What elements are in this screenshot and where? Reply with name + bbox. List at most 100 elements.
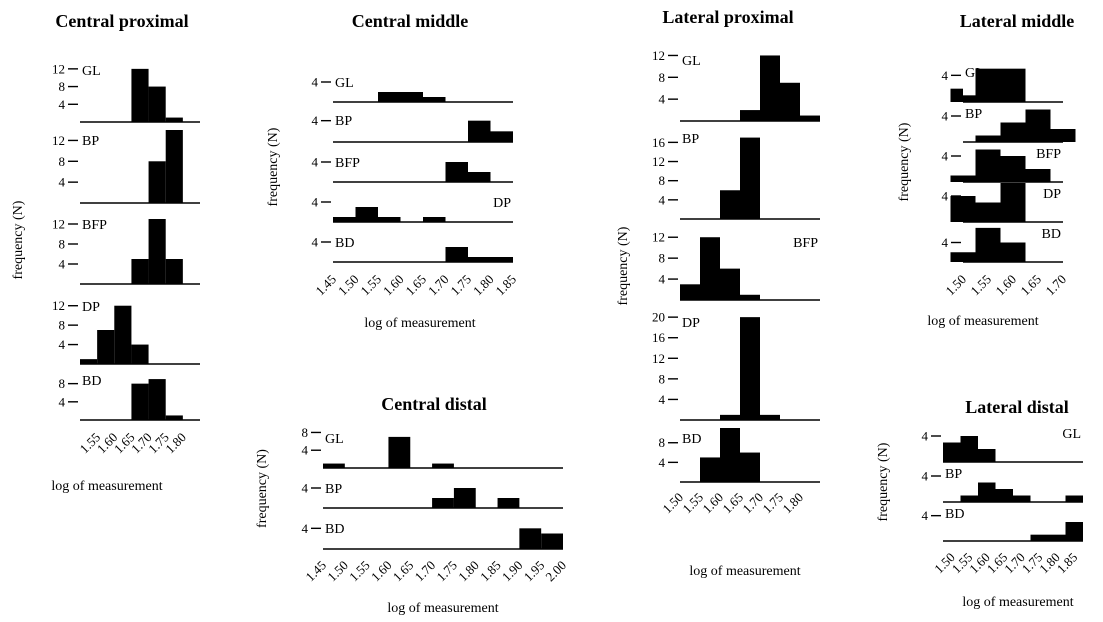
histogram-bar	[1000, 156, 1026, 182]
y-tick-label: 4	[59, 257, 66, 272]
histogram-bar	[1048, 534, 1066, 541]
histogram-bar	[378, 217, 401, 222]
x-tick-label: 1.80	[470, 272, 497, 299]
series-label: DP	[493, 196, 511, 211]
series-label: GL	[325, 432, 344, 447]
histogram-bar	[760, 55, 780, 121]
x-axis-label: log of measurement	[387, 601, 498, 616]
series-label: BD	[82, 374, 101, 389]
histogram-bar	[453, 488, 476, 508]
y-tick-label: 8	[59, 376, 66, 391]
histogram-bar	[445, 247, 468, 262]
histogram-bar	[960, 495, 978, 502]
histogram-bar	[432, 498, 454, 508]
y-axis-label: frequency (N)	[616, 226, 631, 305]
x-tick-label: 1.55	[967, 272, 994, 299]
chart-title: Lateral proximal	[662, 7, 793, 27]
series-label: BD	[335, 236, 354, 251]
histogram-bar	[700, 237, 720, 300]
x-tick-label: 1.75	[433, 558, 460, 585]
histogram-bar	[1025, 169, 1051, 182]
x-tick-label: 1.70	[412, 558, 439, 585]
histogram-bar	[975, 227, 1001, 263]
histogram-bar	[680, 284, 700, 300]
y-tick-label: 4	[312, 155, 319, 170]
x-tick-label: 1.65	[402, 272, 429, 299]
histogram-bar	[131, 68, 149, 122]
y-tick-label: 4	[302, 521, 309, 536]
histogram-bar	[165, 415, 183, 420]
x-axis-label: log of measurement	[51, 479, 162, 494]
y-tick-label: 16	[652, 135, 666, 150]
histogram-bar	[975, 135, 1001, 142]
x-tick-label: 1.55	[346, 558, 373, 585]
series-label: GL	[82, 64, 101, 79]
y-axis-label: frequency (N)	[897, 122, 912, 201]
y-tick-label: 4	[59, 175, 66, 190]
y-tick-label: 12	[52, 61, 65, 76]
histogram-bar	[323, 463, 345, 468]
histogram-bar	[720, 414, 740, 420]
series-label: GL	[965, 66, 984, 81]
y-tick-label: 4	[659, 392, 666, 407]
histogram-bar	[950, 88, 963, 102]
y-tick-label: 4	[942, 109, 949, 124]
y-tick-label: 8	[59, 79, 66, 94]
series-label: BP	[335, 114, 352, 129]
histogram-bar	[975, 149, 1001, 182]
x-tick-label: 1.90	[499, 558, 526, 585]
y-tick-label: 4	[659, 272, 666, 287]
y-tick-label: 12	[652, 48, 665, 63]
x-tick-label: 2.00	[542, 558, 569, 585]
histogram-bar	[165, 130, 183, 203]
y-tick-label: 12	[52, 217, 65, 232]
y-tick-label: 4	[659, 455, 666, 470]
histogram-bar	[740, 317, 760, 420]
histogram-bar	[780, 82, 800, 121]
histogram-bar	[760, 414, 780, 420]
series-label: BD	[1042, 227, 1061, 242]
y-tick-label: 8	[302, 425, 309, 440]
y-tick-label: 12	[652, 230, 665, 245]
histogram-bar	[541, 533, 563, 549]
y-axis-label: frequency (N)	[266, 127, 281, 206]
y-tick-label: 12	[52, 133, 65, 148]
x-tick-label: 1.50	[335, 272, 362, 299]
histogram-bar	[978, 449, 996, 462]
x-tick-label: 1.50	[324, 558, 351, 585]
y-axis-label: frequency (N)	[11, 200, 26, 279]
series-label: BFP	[793, 236, 818, 251]
histogram-bar	[333, 217, 356, 222]
histogram-bar	[1030, 534, 1048, 541]
series-label: BP	[945, 467, 962, 482]
y-tick-label: 4	[942, 189, 949, 204]
histogram-bar	[975, 68, 1001, 102]
histogram-bar	[148, 219, 166, 284]
y-tick-label: 4	[312, 195, 319, 210]
x-tick-label: 1.80	[779, 490, 806, 517]
histogram-bar	[423, 217, 446, 222]
histogram-bar	[995, 489, 1013, 502]
y-tick-label: 4	[942, 235, 949, 250]
chart-title: Central distal	[381, 394, 487, 414]
histogram-bar	[700, 457, 720, 482]
x-axis-label: log of measurement	[927, 314, 1038, 329]
histogram-bar	[950, 175, 976, 182]
series-label: BP	[682, 132, 699, 147]
histogram-bar	[960, 436, 978, 462]
x-tick-label: 1.45	[302, 558, 329, 585]
series-label: BP	[325, 482, 342, 497]
y-tick-label: 8	[59, 318, 66, 333]
histogram-bar	[740, 137, 760, 219]
y-tick-label: 8	[659, 70, 666, 85]
series-label: GL	[1062, 427, 1081, 442]
x-tick-label: 1.65	[390, 558, 417, 585]
series-label: BD	[325, 522, 344, 537]
y-tick-label: 8	[659, 251, 666, 266]
y-tick-label: 4	[302, 481, 309, 496]
x-tick-label: 1.80	[455, 558, 482, 585]
y-tick-label: 4	[302, 443, 309, 458]
series-label: DP	[1043, 187, 1061, 202]
histogram-bar	[388, 436, 411, 468]
x-tick-label: 1.85	[1054, 550, 1081, 577]
